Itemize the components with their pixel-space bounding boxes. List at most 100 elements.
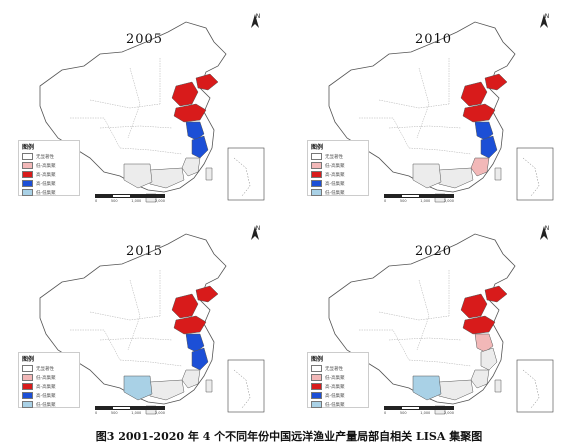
province-border: [416, 279, 430, 351]
region-liaoning: [195, 285, 219, 303]
legend-item: 高-低集聚: [311, 179, 365, 188]
scale-label: 2,000: [443, 411, 454, 415]
legend-title: 图例: [311, 144, 324, 151]
region-jiangsu: [474, 121, 494, 141]
legend-item: 高-低集聚: [22, 179, 76, 188]
legend-label: 低-高集聚: [325, 163, 345, 169]
legend-label: 高-高集聚: [36, 384, 56, 390]
legend-title: 图例: [311, 356, 324, 363]
region-shandong: [173, 103, 207, 123]
region-tianjin_hebei: [460, 81, 488, 107]
north-arrow-icon: N: [539, 14, 555, 36]
south-china-sea-inset: [227, 359, 265, 413]
scale-label: 1,000: [420, 199, 431, 203]
scale-label: 500: [110, 199, 118, 203]
legend-item: 高-低集聚: [22, 391, 76, 400]
north-arrow-shape: [540, 14, 548, 28]
legend-swatch: [22, 180, 33, 187]
nine-dash-line: [522, 369, 540, 409]
province-border: [70, 329, 121, 361]
legend-item: 无显著性: [311, 152, 365, 161]
north-letter: N: [544, 13, 550, 20]
south-china-sea-inset: [516, 359, 554, 413]
legend-label: 低-高集聚: [36, 163, 56, 169]
scale-label: 2,000: [154, 199, 165, 203]
province-border: [127, 279, 141, 351]
region-guangxi: [412, 375, 442, 401]
legend-label: 无显著性: [325, 366, 343, 372]
legend-swatch: [311, 171, 322, 178]
map-panel-2020: 2020 N 图例 无显著性 低-高集聚 高-高集聚 高-低集聚 低-低集聚 0 500 1,000…: [289, 220, 578, 432]
legend-item: 低-低集聚: [311, 188, 365, 197]
legend-label: 高-低集聚: [36, 393, 56, 399]
legend-item: 低-低集聚: [311, 400, 365, 409]
legend-label: 无显著性: [325, 154, 343, 160]
region-shanghai_zhejiang: [480, 347, 498, 371]
scale-bar-graphic: [95, 194, 165, 198]
legend-label: 低-高集聚: [36, 375, 56, 381]
province-border: [119, 359, 183, 367]
north-letter: N: [255, 225, 261, 232]
scale-label: 0: [95, 411, 98, 415]
map-legend: 图例 无显著性 低-高集聚 高-高集聚 高-低集聚 低-低集聚: [18, 140, 80, 196]
legend-swatch: [311, 383, 322, 390]
scale-bar: 0 500 1,000 2,000: [384, 406, 454, 416]
china-map: [328, 233, 554, 415]
region-shanghai_zhejiang: [191, 135, 209, 159]
scale-label: 2,000: [443, 199, 454, 203]
year-label: 2020: [414, 244, 453, 259]
province-border: [408, 147, 472, 155]
north-arrow-shape: [251, 14, 259, 28]
legend-item: 高-高集聚: [22, 170, 76, 179]
legend-item: 低-低集聚: [22, 400, 76, 409]
legend-swatch: [22, 374, 33, 381]
legend-item: 高-高集聚: [22, 382, 76, 391]
scale-label: 1,000: [131, 411, 142, 415]
province-border: [416, 67, 430, 139]
legend-swatch: [22, 153, 33, 160]
region-fujian: [470, 369, 490, 389]
legend-item: 低-高集聚: [22, 373, 76, 382]
scale-bar: 0 500 1,000 2,000: [95, 194, 165, 204]
region-jiangsu: [474, 333, 494, 353]
region-shanghai_zhejiang: [191, 347, 209, 371]
province-border: [99, 337, 173, 341]
legend-label: 高-高集聚: [325, 384, 345, 390]
region-jiangsu: [185, 333, 205, 353]
province-border: [127, 67, 141, 139]
legend-swatch: [311, 189, 322, 196]
legend-swatch: [22, 392, 33, 399]
legend-label: 高-高集聚: [36, 172, 56, 178]
legend-swatch: [311, 162, 322, 169]
map-legend: 图例 无显著性 低-高集聚 高-高集聚 高-低集聚 低-低集聚: [18, 352, 80, 408]
region-guangxi: [123, 375, 153, 401]
region-fujian: [181, 157, 201, 177]
legend-swatch: [22, 401, 33, 408]
province-border: [378, 311, 450, 321]
scale-label: 0: [384, 411, 387, 415]
country-outline: [328, 233, 516, 405]
scale-label: 2,000: [154, 411, 165, 415]
china-map: [39, 233, 265, 415]
legend-label: 高-低集聚: [36, 181, 56, 187]
north-arrow-shape: [540, 226, 548, 240]
legend-swatch: [311, 392, 322, 399]
scale-label: 500: [399, 411, 407, 415]
region-liaoning: [484, 285, 508, 303]
region-tianjin_hebei: [171, 293, 199, 319]
province-border: [378, 99, 450, 109]
nine-dash-line: [233, 369, 251, 409]
legend-item: 无显著性: [22, 364, 76, 373]
legend-item: 低-高集聚: [22, 161, 76, 170]
scale-label: 1,000: [131, 199, 142, 203]
year-label: 2005: [125, 32, 164, 47]
legend-item: 无显著性: [22, 152, 76, 161]
legend-label: 低-低集聚: [325, 190, 345, 196]
country-outline: [39, 21, 227, 193]
map-legend: 图例 无显著性 低-高集聚 高-高集聚 高-低集聚 低-低集聚: [307, 352, 369, 408]
scale-bar-graphic: [384, 194, 454, 198]
province-border: [89, 311, 161, 321]
scale-label: 500: [110, 411, 118, 415]
legend-swatch: [22, 189, 33, 196]
map-panel-2015: 2015 N 图例 无显著性 低-高集聚 高-高集聚 高-低集聚 低-低集聚 0 500 1,000…: [0, 220, 289, 432]
